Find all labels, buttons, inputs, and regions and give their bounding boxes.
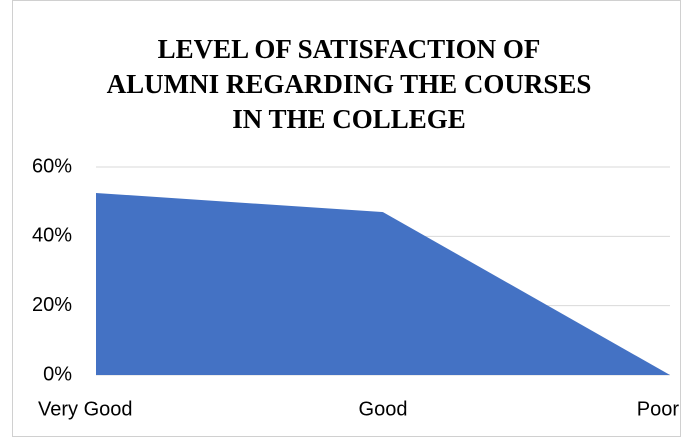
y-tick-label: 20% [32,294,72,316]
y-tick-label: 0% [43,363,72,385]
x-tick-label: Very Good [38,398,133,420]
chart-title: LEVEL OF SATISFACTION OF ALUMNI REGARDIN… [106,34,592,134]
y-tick-label: 60% [32,155,72,177]
x-tick-label: Poor [637,398,680,420]
y-tick-label: 40% [32,225,72,247]
area [96,193,670,375]
x-tick-label: Good [359,398,408,420]
